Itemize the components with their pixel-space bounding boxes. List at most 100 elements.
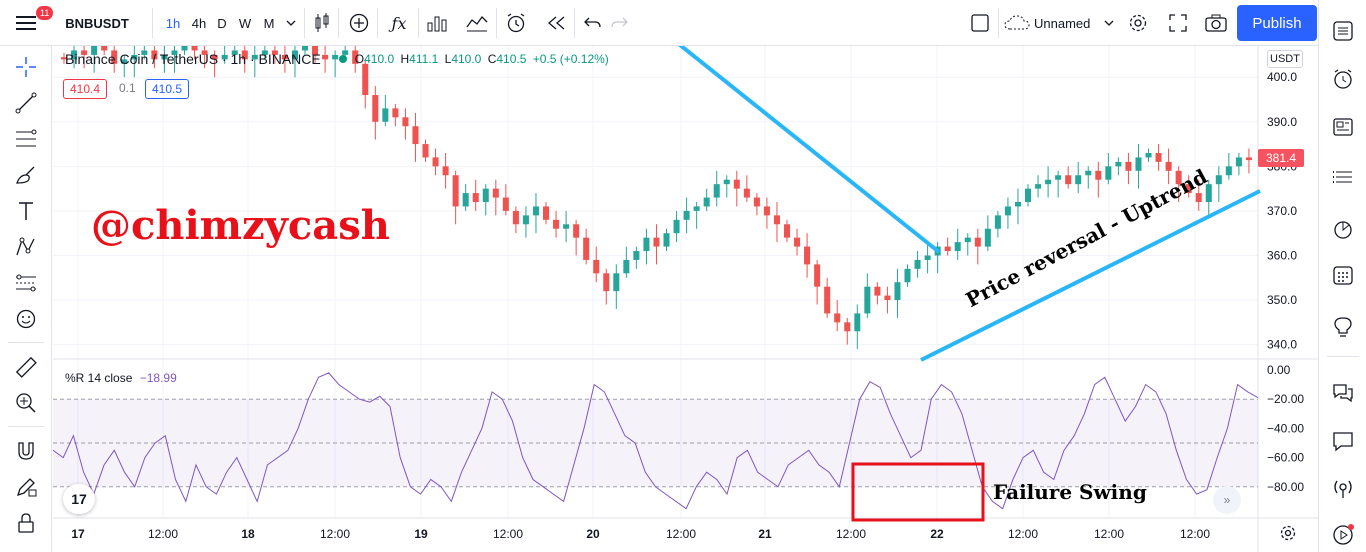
pattern-tool[interactable] — [8, 232, 44, 262]
fullscreen-button[interactable] — [1164, 0, 1192, 46]
crosshair-tool[interactable] — [8, 52, 44, 82]
interval-4h[interactable]: 4h — [191, 15, 207, 31]
hotlists-button[interactable] — [1325, 212, 1361, 246]
candle-body — [593, 259, 600, 274]
time-tick-label: 17 — [71, 527, 85, 541]
rewind-icon — [548, 16, 565, 30]
candle-body — [1155, 152, 1162, 162]
last-price-label: 381.4 — [1258, 149, 1304, 167]
menu-button[interactable]: 11 — [8, 0, 54, 46]
news-button[interactable] — [1325, 110, 1361, 144]
time-tick-label: 19 — [414, 527, 428, 541]
streams-button[interactable] — [1325, 472, 1361, 506]
templates-button[interactable] — [463, 0, 491, 46]
chart-type-button[interactable] — [310, 0, 334, 46]
settings-button[interactable] — [1124, 0, 1152, 46]
alerts-button[interactable] — [1325, 62, 1361, 96]
fib-tool[interactable] — [8, 124, 44, 154]
candle-body — [251, 54, 258, 60]
candle-body — [553, 219, 560, 229]
compare-button[interactable] — [345, 0, 373, 46]
magnet-tool[interactable] — [8, 436, 44, 466]
text-tool[interactable] — [8, 196, 44, 226]
candle-body — [763, 206, 770, 216]
calendar-button[interactable] — [1325, 258, 1361, 292]
zoom-tool[interactable] — [8, 388, 44, 418]
interval-d[interactable]: D — [217, 15, 227, 31]
candle-body — [914, 259, 921, 269]
alarm-clock-icon — [1334, 69, 1352, 89]
candle-body — [864, 286, 871, 314]
interval-dropdown[interactable] — [282, 0, 300, 46]
time-tick-label: 12:00 — [1180, 527, 1210, 541]
financials-button[interactable] — [423, 0, 451, 46]
buy-price-button[interactable]: 410.5 — [145, 79, 190, 99]
candle-body — [1035, 184, 1042, 189]
notification-badge: 11 — [36, 6, 54, 20]
chats-button[interactable] — [1325, 376, 1361, 410]
symbol-search-button[interactable]: BNBUSDT — [65, 15, 129, 31]
indicator-tick-label: −80.00 — [1267, 480, 1304, 494]
pencil-lock-icon — [16, 478, 37, 497]
candle-body — [161, 54, 168, 60]
interval-1h[interactable]: 1h — [165, 15, 181, 31]
undo-button[interactable] — [579, 0, 605, 46]
brush-icon — [16, 166, 35, 184]
data-window-button[interactable] — [1325, 160, 1361, 194]
gear-icon — [1129, 14, 1147, 32]
price-tick-label: 360.0 — [1267, 248, 1297, 262]
candle-body — [462, 193, 469, 207]
trendline-tool[interactable] — [8, 88, 44, 118]
drawing-toolbar — [0, 46, 52, 552]
prediction-tool[interactable] — [8, 268, 44, 298]
uptrend-line — [920, 189, 1261, 362]
watchlist-button[interactable] — [1325, 14, 1361, 48]
lock-drawings-tool[interactable] — [8, 472, 44, 502]
interval-m[interactable]: M — [263, 15, 275, 31]
chevron-down-icon — [286, 20, 296, 26]
price-tick-label: 350.0 — [1267, 293, 1297, 307]
undo-icon — [584, 17, 601, 28]
candle-body — [422, 144, 429, 158]
candle-body — [201, 50, 208, 55]
candle-body — [302, 46, 309, 51]
candle-body — [312, 46, 319, 55]
currency-label[interactable]: USDT — [1267, 50, 1303, 68]
icon-tool[interactable] — [8, 304, 44, 334]
price-tick-label: 390.0 — [1267, 115, 1297, 129]
indicators-button[interactable]: ƒx — [384, 0, 414, 46]
layout-name-button[interactable]: Unnamed — [1004, 0, 1116, 46]
scroll-to-realtime-button[interactable]: » — [1213, 486, 1241, 514]
candle-body — [1115, 161, 1122, 167]
layout-select-button[interactable] — [966, 0, 994, 46]
chart-canvas[interactable]: 400.0390.0380.0370.0360.0350.0340.00.00−… — [53, 46, 1318, 552]
lightbulb-icon — [1334, 317, 1352, 337]
candle-body — [532, 206, 539, 216]
brush-tool[interactable] — [8, 160, 44, 190]
lock-tool[interactable] — [8, 508, 44, 538]
tradingview-logo[interactable]: 17 — [63, 484, 95, 514]
candle-body — [372, 95, 379, 122]
snapshot-button[interactable] — [1202, 0, 1230, 46]
williams-r-legend: %R 14 close −18.99 — [65, 371, 177, 385]
interval-w[interactable]: W — [238, 15, 252, 31]
candle-body — [502, 197, 509, 211]
chart-area[interactable]: 400.0390.0380.0370.0360.0350.0340.00.00−… — [53, 46, 1318, 552]
minds-button[interactable] — [1325, 424, 1361, 458]
redo-button[interactable] — [607, 0, 633, 46]
time-tick-label: 12:00 — [666, 527, 696, 541]
ideas-button[interactable] — [1325, 310, 1361, 344]
speech-bubble-icon — [1333, 432, 1353, 452]
price-tick-label: 400.0 — [1267, 70, 1297, 84]
candle-body — [1195, 193, 1202, 202]
sell-price-button[interactable]: 410.4 — [63, 79, 108, 99]
help-button[interactable] — [1325, 518, 1361, 552]
measure-tool[interactable] — [8, 352, 44, 382]
cloud-icon — [1004, 15, 1030, 30]
replay-button[interactable] — [542, 0, 570, 46]
candle-body — [773, 215, 780, 225]
publish-button[interactable]: Publish — [1237, 5, 1317, 41]
alert-button[interactable] — [501, 0, 531, 46]
candle-body — [1125, 161, 1132, 171]
